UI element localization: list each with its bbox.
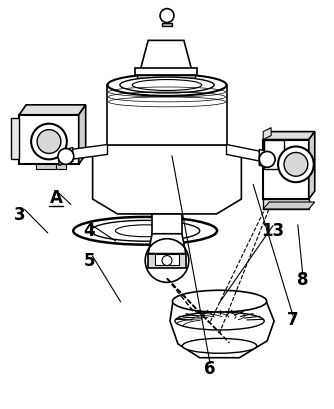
Polygon shape [309,132,315,199]
Circle shape [160,9,174,22]
Polygon shape [263,128,271,139]
Ellipse shape [116,225,175,237]
Polygon shape [79,105,86,164]
Polygon shape [59,148,73,165]
Polygon shape [162,22,172,25]
Circle shape [161,225,173,237]
Text: 13: 13 [262,222,285,240]
Polygon shape [148,254,186,268]
Text: 7: 7 [287,311,299,329]
Text: A: A [50,189,62,207]
Ellipse shape [73,217,217,245]
Text: 4: 4 [84,222,95,240]
Polygon shape [148,234,186,254]
Text: 8: 8 [297,270,309,288]
Polygon shape [259,149,275,169]
Polygon shape [19,105,86,115]
Circle shape [162,256,172,265]
Ellipse shape [175,312,264,330]
Circle shape [278,146,314,182]
Polygon shape [71,144,108,160]
Circle shape [37,130,61,153]
Polygon shape [263,139,309,199]
Polygon shape [263,202,315,209]
Ellipse shape [182,338,257,353]
Text: 3: 3 [14,206,25,224]
Polygon shape [170,301,274,358]
Polygon shape [137,75,195,78]
Polygon shape [155,254,179,265]
Polygon shape [140,40,192,70]
Polygon shape [152,214,182,234]
Ellipse shape [108,74,226,96]
Text: 6: 6 [204,360,216,378]
Ellipse shape [91,220,200,241]
Polygon shape [263,132,315,139]
Ellipse shape [120,77,214,93]
Ellipse shape [132,79,202,90]
Circle shape [31,124,67,160]
Circle shape [58,148,74,164]
Circle shape [284,153,308,176]
Ellipse shape [172,290,267,312]
Text: 5: 5 [84,252,95,270]
Polygon shape [36,164,56,169]
Polygon shape [11,118,19,160]
Polygon shape [56,164,66,169]
Polygon shape [135,68,197,75]
Polygon shape [19,115,79,164]
Polygon shape [264,139,284,169]
Polygon shape [263,199,309,209]
Polygon shape [226,144,261,162]
Polygon shape [93,144,241,214]
Circle shape [259,151,275,167]
Polygon shape [108,85,226,144]
